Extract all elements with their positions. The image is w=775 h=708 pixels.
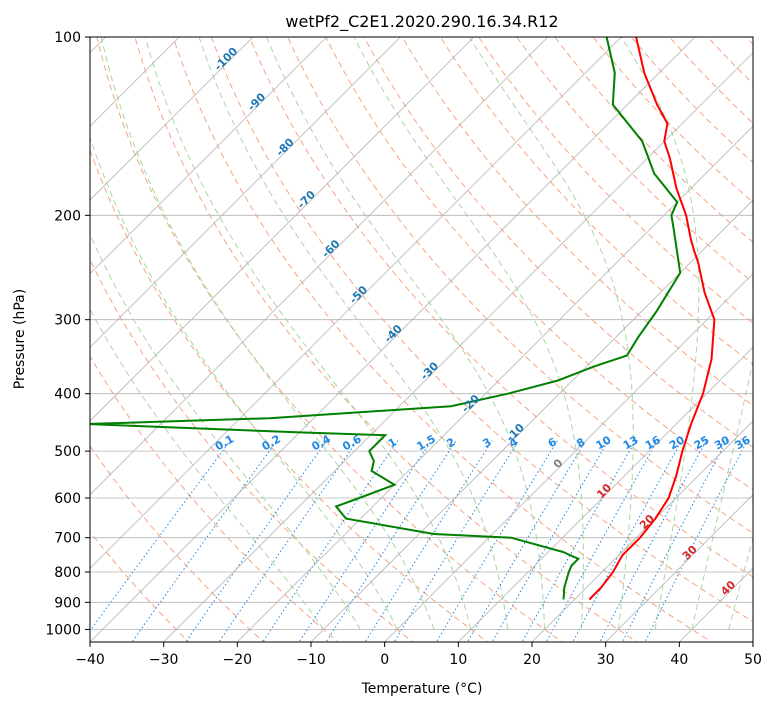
mixing-ratio-line: [298, 440, 432, 642]
dry-adiabat: [325, 37, 753, 491]
profile-lines: [90, 37, 716, 601]
y-tick-label: 800: [54, 565, 81, 581]
x-tick-label: 30: [597, 652, 615, 668]
y-tick-label: 700: [54, 531, 81, 547]
y-tick-label: 1000: [45, 622, 81, 638]
dry-adiabat: [287, 37, 753, 534]
x-tick-label: 50: [744, 652, 762, 668]
x-tick-label: −30: [149, 652, 179, 668]
moist-adiabat: [198, 37, 509, 630]
isotherm-line: [236, 125, 753, 642]
moist-adiabat: [90, 135, 398, 630]
isotherm-line: [90, 37, 328, 275]
chart-title: wetPf2_C2E1.2020.290.16.34.R12: [285, 12, 558, 32]
y-tick-label: 400: [54, 387, 81, 403]
x-tick-label: 10: [449, 652, 467, 668]
y-tick-label: 500: [54, 444, 81, 460]
mixing-ratio-line: [599, 440, 707, 642]
mixing-ratio-line: [185, 440, 328, 642]
mixing-ratio-line: [435, 440, 558, 642]
moist-adiabat: [728, 536, 753, 630]
mixing-ratio-line: [545, 440, 659, 642]
isotherm-line: [90, 37, 549, 496]
y-tick-label: 600: [54, 491, 81, 507]
x-tick-label: 40: [670, 652, 688, 668]
isotherm-line: [605, 494, 753, 642]
y-tick-label: 200: [54, 208, 81, 224]
mixing-ratio-line: [325, 440, 457, 642]
x-tick-label: 20: [523, 652, 541, 668]
mixing-ratio-line: [262, 440, 399, 642]
moist-adiabat: [266, 37, 546, 630]
isotherm-line: [90, 37, 254, 201]
mixing-ratio-line: [131, 440, 278, 642]
dry-adiabat: [90, 148, 489, 642]
mixing-ratio-line: [393, 440, 520, 642]
isotherm-line: [384, 273, 753, 642]
moist-adiabat: [90, 308, 324, 630]
y-tick-label: 300: [54, 313, 81, 329]
mixing-ratio-line: [621, 440, 728, 642]
axis-ticks: −40 −30 −20 −10 0 10 20 30 40 50 100 200 300 400 500 60…: [45, 30, 762, 668]
x-axis-label: Temperature (°C): [361, 681, 483, 697]
mixing-ratio-line: [491, 440, 609, 642]
y-tick-label: 100: [54, 30, 81, 46]
x-tick-label: 0: [380, 652, 389, 668]
moist-adiabat: [144, 37, 472, 630]
isotherm-line: [90, 37, 696, 642]
mixing-ratio-line: [572, 440, 683, 642]
moist-adiabat: [620, 37, 700, 630]
temperature-profile: [588, 37, 716, 601]
dewpoint-profile: [90, 37, 682, 600]
moist-adiabat: [469, 37, 634, 630]
moist-adiabat: [691, 358, 753, 630]
isotherm-line: [531, 420, 753, 642]
y-tick-label: 900: [54, 595, 81, 611]
isotherm-line: [90, 37, 401, 348]
x-tick-label: −40: [75, 652, 105, 668]
isotherm-line: [90, 37, 622, 569]
isotherm-line: [90, 37, 475, 422]
dry-adiabat: [90, 258, 414, 642]
moist-adiabat: [353, 37, 584, 630]
dry-adiabat: [248, 37, 753, 578]
y-axis-label: Pressure (hPa): [12, 289, 28, 389]
mixing-ratio-line: [521, 440, 637, 642]
mixing-ratio-line: [364, 440, 493, 642]
background-lines: [90, 37, 753, 642]
isotherm-line: [457, 346, 753, 642]
x-tick-label: −10: [296, 652, 326, 668]
isotherm-line: [310, 199, 753, 642]
plot-frame: [89, 36, 754, 643]
isotherm-line: [163, 52, 753, 642]
moist-adiabat: [90, 232, 361, 630]
x-tick-label: −20: [223, 652, 253, 668]
moist-adiabat: [100, 37, 435, 630]
